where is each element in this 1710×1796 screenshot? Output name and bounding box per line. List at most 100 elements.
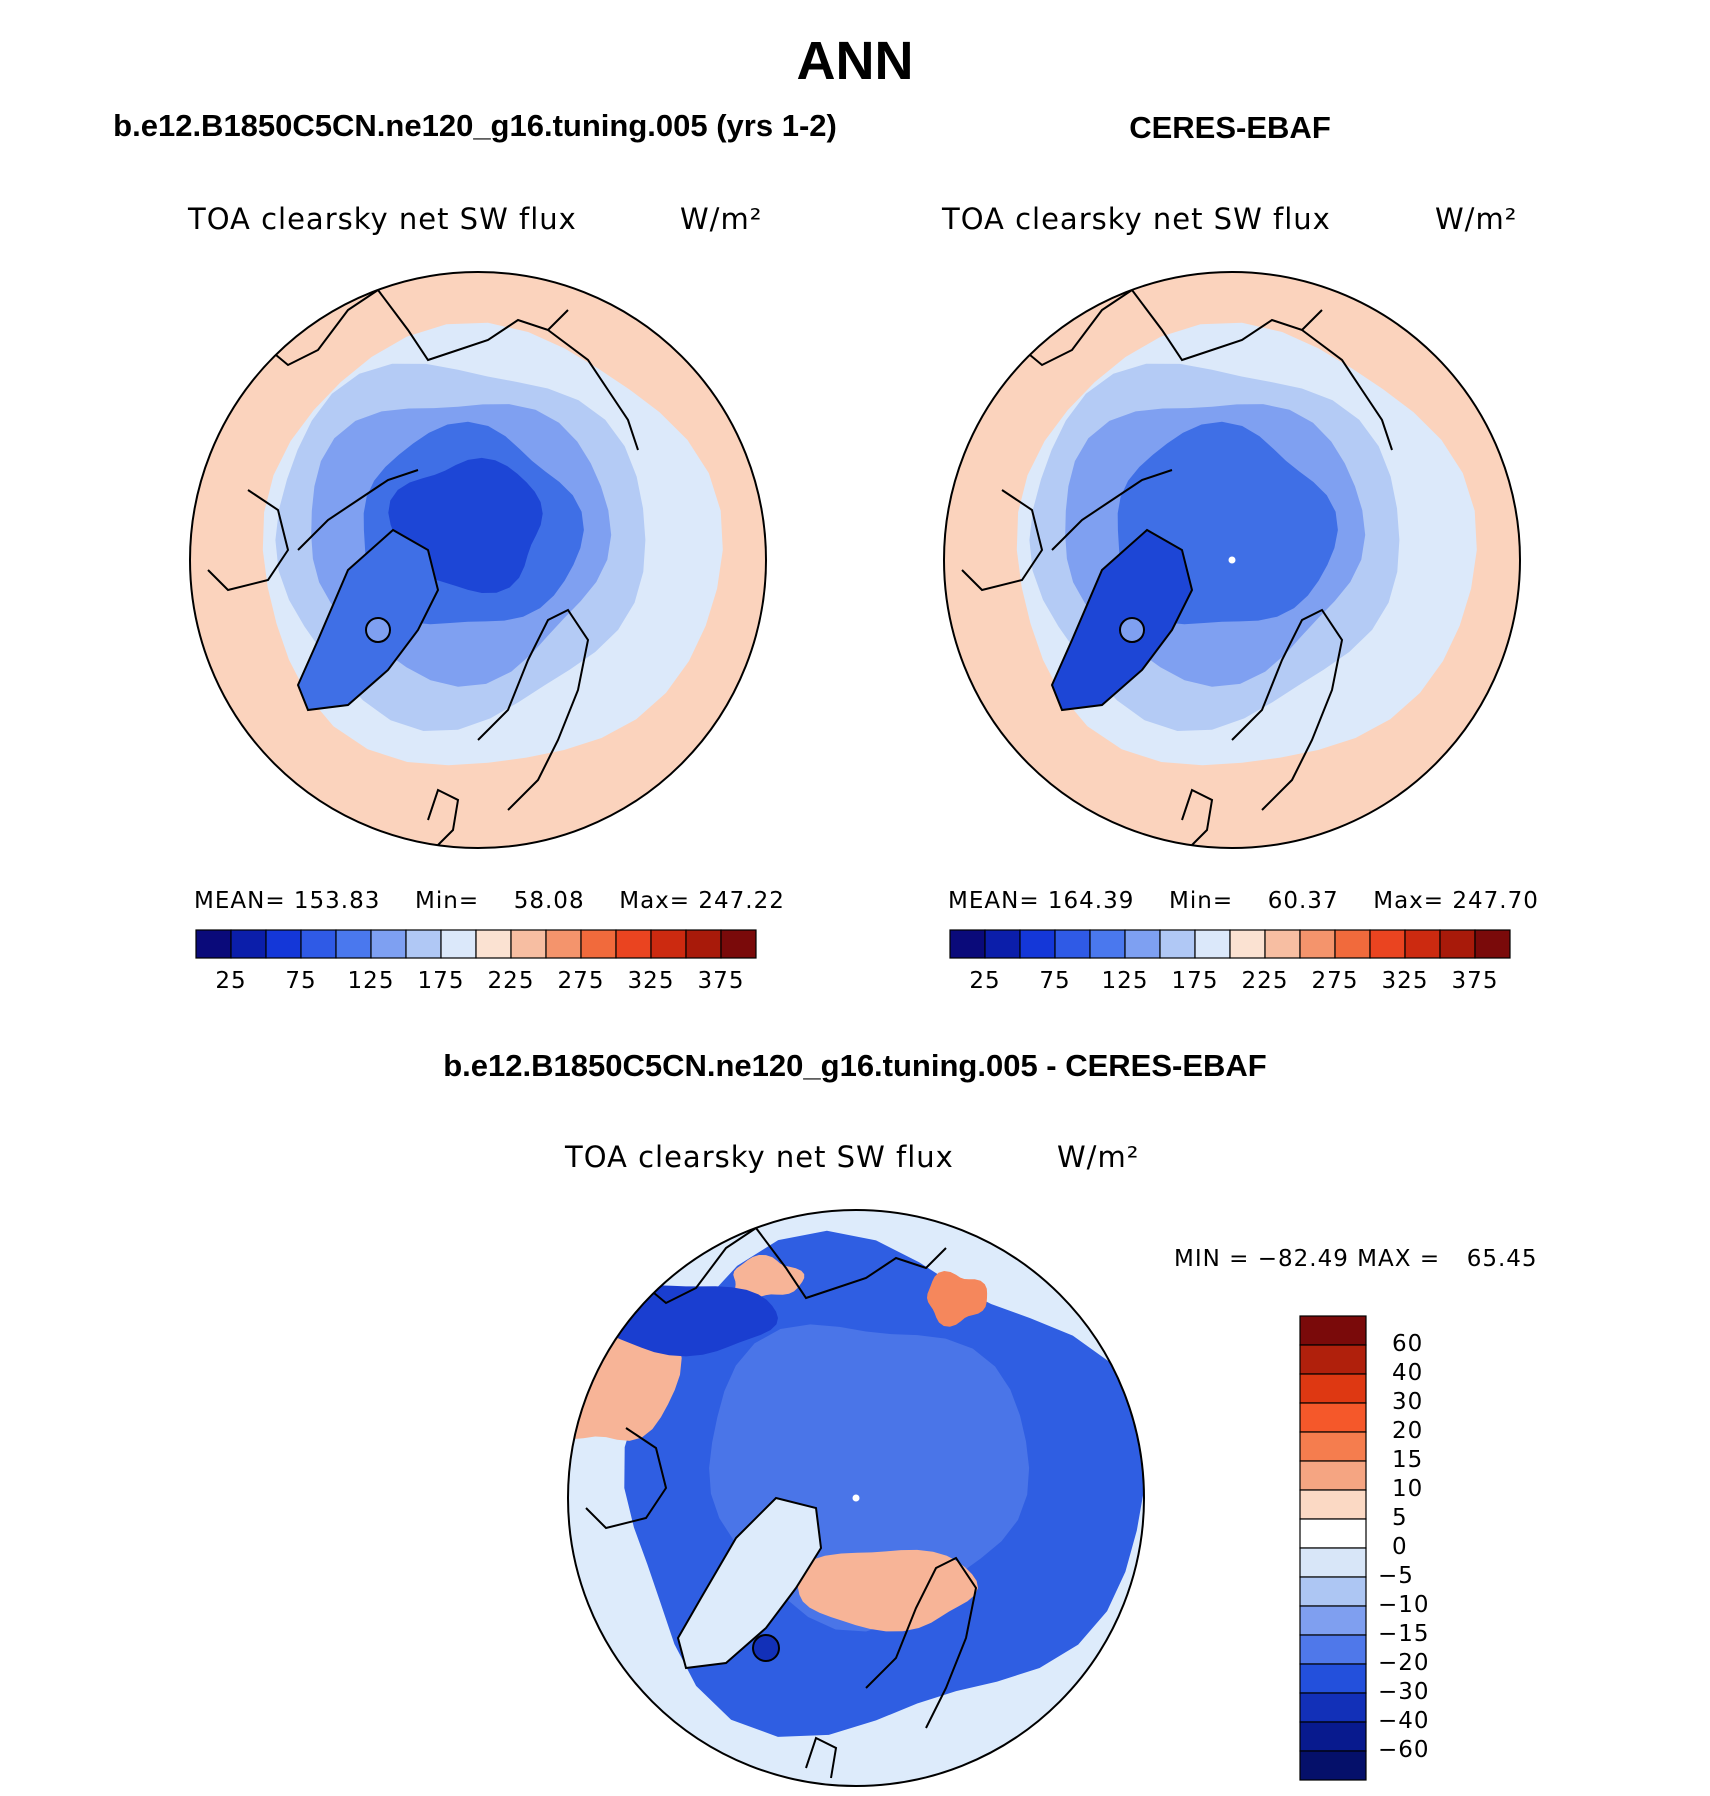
min-label: MIN = bbox=[1174, 1246, 1250, 1272]
coastline-0 bbox=[605, 1226, 947, 1305]
diff-colorbar-tick-label: 10 bbox=[1392, 1476, 1424, 1502]
colorbar-tick-label: 225 bbox=[1241, 968, 1289, 994]
diff-colorbar-box-9 bbox=[1299, 1576, 1367, 1607]
colorbar-tick-label: 275 bbox=[557, 968, 605, 994]
colorbar-box-11 bbox=[1334, 929, 1371, 959]
diff-colorbar-box-12 bbox=[1299, 1663, 1367, 1694]
colorbar-box-14 bbox=[685, 929, 722, 959]
colorbar-model-labels: 25 75 125 175 225 275 325 375 bbox=[196, 968, 756, 998]
colorbar-tick-label: 125 bbox=[1101, 968, 1149, 994]
colorbar-tick-label: 25 bbox=[215, 968, 247, 994]
colorbar-tick-label: 275 bbox=[1311, 968, 1359, 994]
pole-marker bbox=[1228, 556, 1236, 564]
diff-variable: TOA clearsky net SW flux bbox=[565, 1140, 954, 1174]
colorbar-box-8 bbox=[1229, 929, 1266, 959]
colorbar-box-9 bbox=[1264, 929, 1301, 959]
coastline-1 bbox=[547, 329, 639, 451]
colorbar-box-4 bbox=[1089, 929, 1126, 959]
coastline-2 bbox=[865, 1556, 978, 1729]
max-label: Max= bbox=[1373, 888, 1445, 914]
colorbar-box-11 bbox=[580, 929, 617, 959]
colorbar-box-0 bbox=[195, 929, 232, 959]
diff-colorbar-tick-label: −30 bbox=[1378, 1679, 1430, 1705]
diff-colorbar-box-2 bbox=[1299, 1373, 1367, 1404]
mean-value: 153.83 bbox=[293, 888, 381, 914]
coastline-4 bbox=[1181, 788, 1214, 846]
colorbar-tick-label: 375 bbox=[1451, 968, 1499, 994]
greenland bbox=[676, 1496, 823, 1670]
diff-colorbar-tick-label: 0 bbox=[1392, 1534, 1408, 1560]
colorbar-box-12 bbox=[1369, 929, 1406, 959]
min-value: −82.49 bbox=[1257, 1246, 1349, 1272]
coastline-1 bbox=[1301, 329, 1393, 451]
diff-layers bbox=[568, 1210, 1144, 1786]
map-border bbox=[567, 1209, 1145, 1787]
diff-colorbar-tick-label: −60 bbox=[1378, 1737, 1430, 1763]
colorbar-tick-label: 75 bbox=[1039, 968, 1071, 994]
pole-marker bbox=[852, 1494, 860, 1502]
colorbar-box-13 bbox=[650, 929, 687, 959]
coastline-0 bbox=[981, 288, 1323, 367]
diff-colorbar-box-6 bbox=[1299, 1489, 1367, 1520]
colorbar-box-5 bbox=[1124, 929, 1161, 959]
page-title: ANN bbox=[796, 31, 914, 91]
colorbar-ceres-labels: 25 75 125 175 225 275 325 375 bbox=[950, 968, 1510, 998]
colorbar-tick-label: 225 bbox=[487, 968, 535, 994]
colorbar-box-10 bbox=[545, 929, 582, 959]
diff-colorbar-box-14 bbox=[1299, 1721, 1367, 1752]
panel-1-variable: TOA clearsky net SW flux bbox=[188, 202, 577, 236]
diff-colorbar-tick-label: 40 bbox=[1392, 1360, 1424, 1386]
colorbar-difference bbox=[1299, 1315, 1367, 1781]
panel-2-units: W/m² bbox=[1435, 202, 1518, 236]
colorbar-box-10 bbox=[1299, 929, 1336, 959]
colorbar-box-9 bbox=[510, 929, 547, 959]
colorbar-box-1 bbox=[984, 929, 1021, 959]
coastline-4 bbox=[427, 788, 460, 846]
diff-colorbar-box-13 bbox=[1299, 1692, 1367, 1723]
colorbar-ceres bbox=[949, 929, 1511, 959]
colorbar-box-1 bbox=[230, 929, 267, 959]
coastline-5 bbox=[1051, 469, 1173, 551]
map-border bbox=[943, 271, 1521, 849]
coastline-2 bbox=[207, 489, 290, 592]
panel-1-heading: b.e12.B1850C5CN.ne120_g16.tuning.005 (yr… bbox=[113, 108, 837, 143]
mean-label: MEAN= bbox=[194, 888, 286, 914]
diff-colorbar-box-3 bbox=[1299, 1402, 1367, 1433]
max-value: 247.22 bbox=[698, 888, 785, 914]
panel-2-stats: MEAN= 164.39 Min= 60.37 Max= 247.70 bbox=[948, 888, 1539, 914]
panel-1-stats: MEAN= 153.83 Min= 58.08 Max= 247.22 bbox=[194, 888, 785, 914]
colorbar-tick-label: 325 bbox=[1381, 968, 1429, 994]
colorbar-box-15 bbox=[1474, 929, 1511, 959]
coastline-3 bbox=[477, 608, 590, 811]
diff-colorbar-box-5 bbox=[1299, 1460, 1367, 1491]
colorbar-box-6 bbox=[405, 929, 442, 959]
map-model bbox=[189, 271, 767, 849]
max-value: 247.70 bbox=[1452, 888, 1539, 914]
diff-colorbar-box-4 bbox=[1299, 1431, 1367, 1462]
colorbar-box-0 bbox=[949, 929, 986, 959]
diff-colorbar-tick-label: 30 bbox=[1392, 1389, 1424, 1415]
max-label: MAX = bbox=[1357, 1246, 1441, 1272]
map-difference bbox=[567, 1209, 1145, 1787]
colorbar-tick-label: 175 bbox=[417, 968, 465, 994]
colorbar-tick-label: 325 bbox=[627, 968, 675, 994]
diff-colorbar-box-0 bbox=[1299, 1315, 1367, 1346]
greenland bbox=[296, 528, 440, 712]
map-ceres bbox=[943, 271, 1521, 849]
colorbar-tick-label: 175 bbox=[1171, 968, 1219, 994]
colorbar-tick-label: 75 bbox=[285, 968, 317, 994]
panel-1-units: W/m² bbox=[680, 202, 763, 236]
iceland bbox=[1119, 617, 1145, 643]
diff-pos-north-atlantic bbox=[797, 1549, 978, 1632]
diff-pos-north bbox=[733, 1255, 805, 1299]
min-label: Min= bbox=[415, 888, 480, 914]
diff-colorbar-tick-label: 15 bbox=[1392, 1447, 1424, 1473]
colorbar-box-3 bbox=[1054, 929, 1091, 959]
diff-heading: b.e12.B1850C5CN.ne120_g16.tuning.005 - C… bbox=[443, 1048, 1267, 1083]
iceland bbox=[365, 617, 391, 643]
diff-units: W/m² bbox=[1057, 1140, 1140, 1174]
colorbar-box-5 bbox=[370, 929, 407, 959]
diff-colorbar-tick-label: −5 bbox=[1378, 1563, 1414, 1589]
diff-pos-northeast bbox=[927, 1271, 988, 1327]
field-layers bbox=[944, 272, 1520, 848]
